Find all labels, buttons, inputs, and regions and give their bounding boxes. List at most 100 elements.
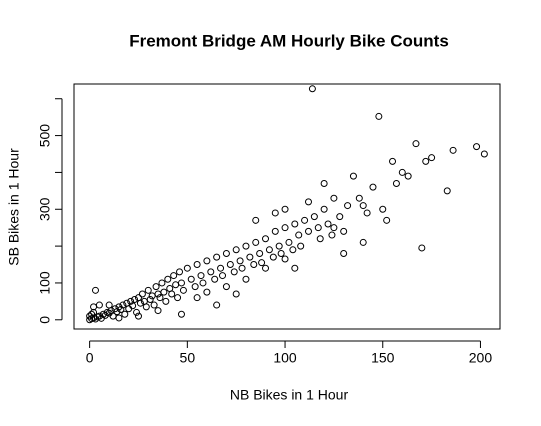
point xyxy=(258,259,266,267)
point xyxy=(121,310,129,318)
point xyxy=(422,157,430,165)
point xyxy=(375,112,383,120)
point xyxy=(88,310,96,318)
point xyxy=(168,290,176,298)
point xyxy=(127,297,135,305)
point xyxy=(412,140,420,148)
point xyxy=(211,275,219,283)
point xyxy=(304,198,312,206)
point xyxy=(320,179,328,187)
point xyxy=(86,312,94,320)
point xyxy=(199,279,207,287)
point xyxy=(193,294,201,302)
point xyxy=(193,261,201,269)
point xyxy=(295,231,303,239)
point xyxy=(142,303,150,311)
point xyxy=(222,249,230,257)
x-tick-label: 150 xyxy=(371,350,395,366)
point xyxy=(213,301,221,309)
point xyxy=(404,172,412,180)
point xyxy=(183,264,191,272)
point xyxy=(328,231,336,239)
point xyxy=(314,224,322,232)
point xyxy=(281,224,289,232)
point xyxy=(262,235,270,243)
point xyxy=(191,283,199,291)
point xyxy=(226,261,234,269)
point xyxy=(473,143,481,151)
point xyxy=(285,238,293,246)
x-tick-label: 50 xyxy=(180,350,196,366)
point xyxy=(203,257,211,265)
point xyxy=(242,242,250,250)
point xyxy=(418,244,426,252)
point xyxy=(115,314,123,322)
chart-title: Fremont Bridge AM Hourly Bike Counts xyxy=(129,31,449,50)
point xyxy=(336,213,344,221)
point xyxy=(275,242,283,250)
y-tick-label: 300 xyxy=(37,197,53,221)
point xyxy=(146,296,154,304)
x-tick-label: 100 xyxy=(273,350,297,366)
point xyxy=(236,257,244,265)
point xyxy=(174,294,182,302)
point xyxy=(232,246,240,254)
point xyxy=(330,194,338,202)
x-axis-label: NB Bikes in 1 Hour xyxy=(230,387,349,403)
point xyxy=(217,264,225,272)
point xyxy=(138,290,146,298)
point xyxy=(281,255,289,263)
point xyxy=(428,154,436,162)
point xyxy=(379,205,387,213)
point xyxy=(160,288,168,296)
point xyxy=(144,286,152,294)
point xyxy=(363,209,371,217)
point xyxy=(179,286,187,294)
point xyxy=(158,279,166,287)
point xyxy=(164,275,172,283)
point xyxy=(250,261,258,269)
point xyxy=(330,224,338,232)
point xyxy=(443,187,451,195)
x-tick-label: 200 xyxy=(469,350,493,366)
y-tick-label: 0 xyxy=(37,316,53,324)
point xyxy=(119,301,127,309)
point xyxy=(252,216,260,224)
point xyxy=(129,302,137,310)
point xyxy=(187,275,195,283)
point xyxy=(271,227,279,235)
point xyxy=(222,283,230,291)
point xyxy=(308,85,316,93)
point xyxy=(291,220,299,228)
point xyxy=(383,216,391,224)
y-tick-label: 500 xyxy=(37,124,53,148)
point xyxy=(177,279,185,287)
point xyxy=(281,205,289,213)
point xyxy=(154,307,162,315)
point xyxy=(150,301,158,309)
point xyxy=(340,227,348,235)
point xyxy=(398,168,406,176)
point xyxy=(389,157,397,165)
point xyxy=(480,150,488,158)
point xyxy=(344,202,352,210)
point xyxy=(301,216,309,224)
point xyxy=(91,286,99,294)
plot-box xyxy=(73,83,501,330)
point xyxy=(320,205,328,213)
point xyxy=(289,246,297,254)
point xyxy=(232,290,240,298)
point xyxy=(369,183,377,191)
point xyxy=(277,249,285,257)
point xyxy=(156,294,164,302)
point xyxy=(355,194,363,202)
x-tick-label: 0 xyxy=(86,350,94,366)
point xyxy=(117,305,125,313)
point xyxy=(297,242,305,250)
y-axis-label: SB Bikes in 1 Hour xyxy=(6,148,22,266)
point xyxy=(291,264,299,272)
point xyxy=(256,249,264,257)
point xyxy=(265,246,273,254)
point xyxy=(230,268,238,276)
